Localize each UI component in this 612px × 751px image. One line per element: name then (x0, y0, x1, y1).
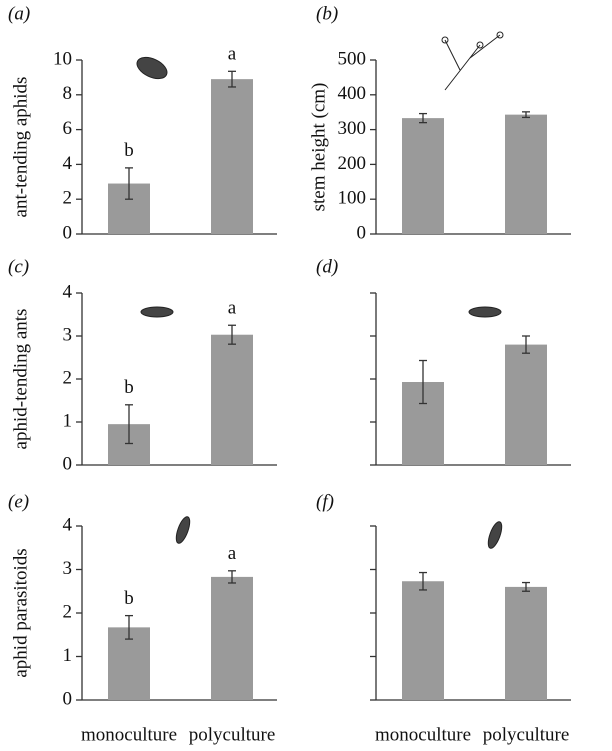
y-tick-label: 8 (63, 83, 73, 104)
significance-letter: b (124, 140, 134, 161)
significance-letter: a (228, 543, 237, 564)
y-tick-label: 2 (63, 601, 73, 622)
y-tick-label: 400 (338, 83, 367, 104)
y-tick-label: 200 (338, 153, 367, 174)
x-tick-label: monoculture (81, 724, 177, 745)
bar (402, 118, 444, 234)
y-tick-label: 1 (63, 410, 73, 431)
y-tick-label: 500 (338, 48, 367, 69)
significance-letter: a (228, 44, 237, 65)
ant-icon (141, 307, 173, 317)
wasp-icon (486, 520, 505, 550)
bar (402, 581, 444, 700)
y-tick-label: 3 (63, 324, 73, 345)
panel-label: (b) (316, 3, 338, 24)
panel-label: (d) (316, 256, 338, 277)
bar (211, 335, 253, 465)
y-tick-label: 10 (53, 48, 72, 69)
panel-label: (c) (8, 256, 29, 277)
plant-icon (442, 32, 503, 90)
panel-label: (f) (316, 491, 334, 512)
ant-icon (469, 307, 501, 317)
x-tick-label: monoculture (375, 724, 471, 745)
y-tick-label: 0 (357, 222, 367, 243)
y-tick-label: 4 (63, 153, 73, 174)
y-tick-label: 2 (63, 367, 73, 388)
significance-letter: b (124, 588, 134, 609)
y-tick-label: 4 (63, 514, 73, 535)
significance-letter: a (228, 298, 237, 319)
y-tick-label: 4 (63, 281, 73, 302)
bar (211, 79, 253, 234)
y-tick-label: 0 (63, 222, 73, 243)
y-tick-label: 3 (63, 558, 73, 579)
panel-label: (a) (8, 3, 30, 24)
y-axis-title: ant-tending aphids (10, 77, 31, 218)
y-axis-title: aphid-tending ants (10, 309, 31, 450)
y-tick-label: 100 (338, 188, 367, 209)
y-tick-label: 0 (63, 688, 73, 709)
x-tick-label: polyculture (189, 724, 276, 745)
y-tick-label: 300 (338, 118, 367, 139)
y-axis-title: aphid parasitoids (10, 548, 31, 677)
x-tick-label: polyculture (483, 724, 570, 745)
y-tick-label: 6 (63, 118, 73, 139)
aphid-icon (134, 53, 171, 83)
bar (211, 577, 253, 700)
bar (505, 587, 547, 700)
y-axis-title: stem height (cm) (308, 83, 329, 212)
figure: (a)ant-tending aphids0246810ba(b)stem he… (0, 0, 612, 751)
bar (505, 345, 547, 465)
y-tick-label: 2 (63, 188, 73, 209)
wasp-icon (174, 515, 193, 545)
y-tick-label: 0 (63, 453, 73, 474)
y-tick-label: 1 (63, 645, 73, 666)
bar (505, 115, 547, 234)
panel-label: (e) (8, 491, 29, 512)
significance-letter: b (124, 377, 134, 398)
